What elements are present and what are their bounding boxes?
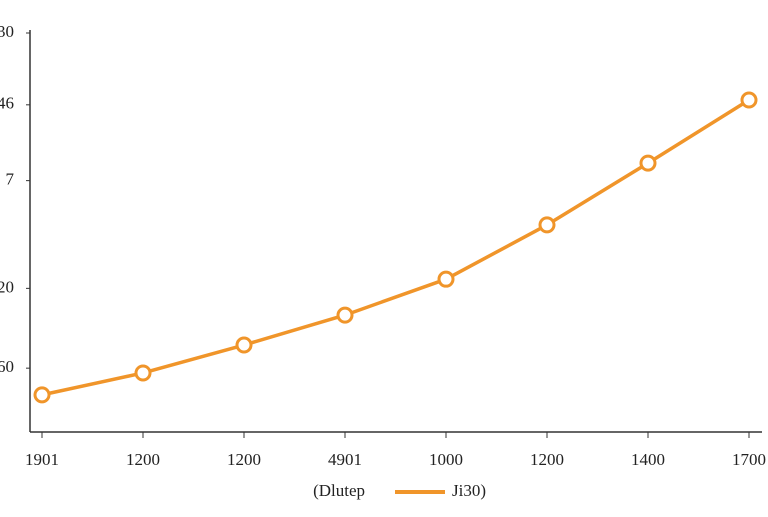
x-tick-label: 1000	[429, 450, 463, 469]
series-line	[41, 98, 750, 397]
point	[33, 386, 51, 404]
point	[336, 306, 354, 324]
y-tick-label: 46	[0, 94, 14, 113]
x-tick-label: 1901	[25, 450, 59, 469]
x-tick-label: 1200	[530, 450, 564, 469]
x-tick-label: 1200	[126, 450, 160, 469]
x-tick-label: 1200	[227, 450, 261, 469]
x-tick-label: 1400	[631, 450, 665, 469]
legend-label: (Dlutep	[313, 481, 365, 500]
point	[235, 336, 253, 354]
y-tick-label: 60	[0, 357, 14, 376]
y-tick-label: 30	[0, 22, 14, 41]
y-tick-label: 20	[0, 277, 14, 296]
x-tick-label: 1700	[732, 450, 766, 469]
point	[538, 216, 556, 234]
point	[134, 364, 152, 382]
legend-entry: Ji30)	[452, 481, 486, 500]
point	[740, 91, 758, 109]
point	[437, 270, 455, 288]
point	[639, 154, 657, 172]
x-tick-label: 4901	[328, 450, 362, 469]
y-tick-label: 7	[6, 170, 15, 189]
